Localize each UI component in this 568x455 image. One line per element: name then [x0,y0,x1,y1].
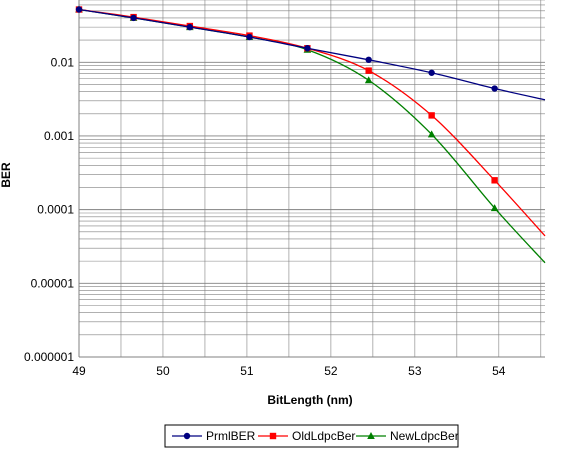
data-point [490,204,499,212]
x-axis-title: BitLength (nm) [267,393,352,407]
series-oldldpcber [75,6,546,237]
data-point [428,112,435,119]
y-tick-label: 0.000001 [24,350,74,364]
data-point [75,6,83,13]
data-point [365,67,372,74]
series-line [78,8,546,101]
data-point [246,33,253,41]
legend-marker [269,432,277,440]
x-tick-label: 53 [408,364,422,378]
legend-box [164,424,459,448]
series-prmlber [75,6,546,101]
series-line [78,8,546,237]
x-tick-label: 51 [240,364,254,378]
y-tick-label: 0.00001 [31,276,75,290]
tick-labels: 49 50 51 52 53 54 0.01 0.001 0.0001 0.00001 0.0000… [24,55,506,378]
data-point [428,69,435,76]
legend-item-prmlber: PrmlBER [172,429,256,443]
data-point [304,45,311,52]
legend-item-newldpcber: NewLdpcBer [356,429,459,443]
x-tick-label: 52 [324,364,338,378]
legend-label: NewLdpcBer [390,429,459,443]
legend-marker [183,432,191,440]
legend-marker [367,432,375,439]
data-point [491,85,498,92]
series-layer [75,5,546,264]
legend: PrmlBER OldLdpcBer NewLdpcBer [164,424,459,448]
legend-label: PrmlBER [206,429,256,443]
grid [79,0,545,358]
data-point [130,14,137,22]
x-tick-label: 54 [492,364,506,378]
axes [78,0,545,358]
data-point [364,76,373,84]
y-tick-label: 0.01 [51,55,75,69]
y-axis-title: BER [0,162,13,188]
x-tick-label: 50 [156,364,170,378]
legend-item-oldldpcber: OldLdpcBer [258,429,355,443]
data-point [186,23,194,31]
x-tick-label: 49 [72,364,86,378]
legend-label: OldLdpcBer [292,429,355,443]
data-point [427,130,436,138]
series-newldpcber [75,5,546,264]
y-tick-label: 0.0001 [37,203,74,217]
data-point [365,56,372,64]
data-point [491,177,498,184]
y-tick-label: 0.001 [44,129,74,143]
